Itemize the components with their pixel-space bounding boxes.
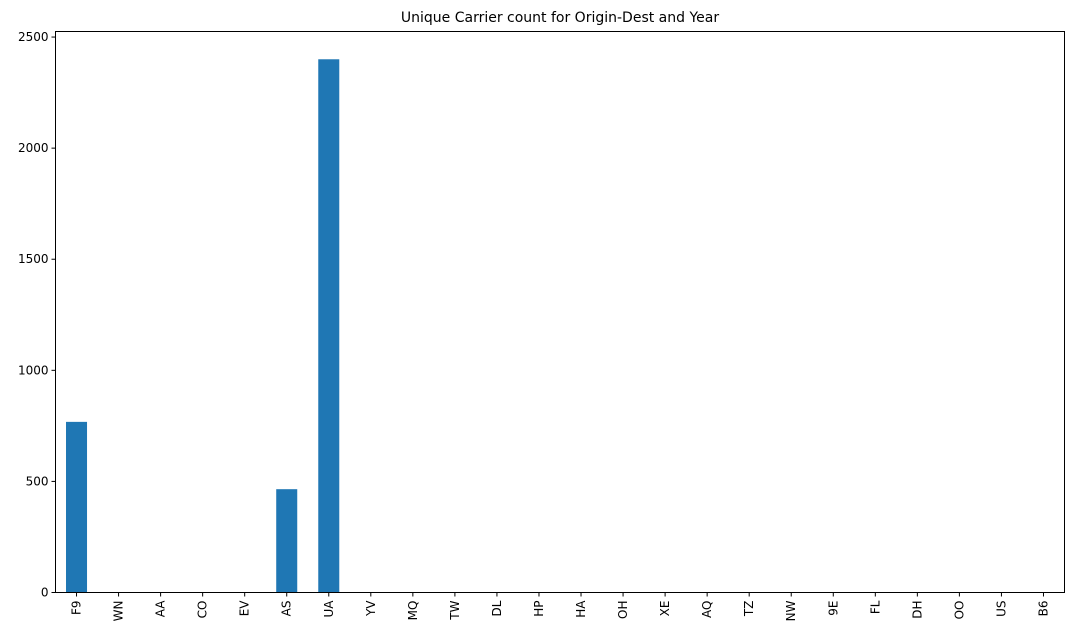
x-tick-label: OO: [952, 601, 966, 620]
y-tick-label: 1500: [18, 252, 49, 266]
x-tick-label: HA: [574, 600, 588, 618]
x-tick-label: AQ: [700, 601, 714, 618]
y-tick-label: 1000: [18, 363, 49, 377]
y-tick-label: 2500: [18, 30, 49, 44]
x-tick-label: 9E: [826, 601, 840, 616]
chart-title: Unique Carrier count for Origin-Dest and…: [401, 10, 719, 26]
bar-AS: [276, 489, 298, 593]
x-tick-label: NW: [784, 600, 798, 621]
x-tick-label: TZ: [742, 601, 756, 618]
bars-group: [66, 59, 340, 593]
x-tick-label: OH: [616, 601, 630, 619]
y-axis: 0 500 1000 1500 2000 2500: [18, 30, 56, 600]
x-tick-label: TW: [448, 600, 462, 620]
x-tick-label: YV: [364, 600, 378, 617]
x-tick-label: B6: [1036, 601, 1050, 617]
x-tick-label: MQ: [406, 601, 420, 621]
x-tick-label: AS: [280, 601, 294, 617]
x-tick-label: UA: [322, 600, 336, 618]
y-tick-label: 500: [26, 474, 49, 488]
x-tick-label: F9: [70, 601, 84, 616]
x-tick-label: HP: [532, 601, 546, 617]
x-tick-label: EV: [238, 600, 252, 617]
x-tick-label: CO: [196, 601, 210, 619]
x-axis: F9 WN AA CO EV AS UA YV MQ TW DL HP HA OH XE AQ TZ NW 9E FL…: [70, 592, 1050, 622]
x-tick-label: FL: [868, 600, 882, 614]
bar-UA: [318, 59, 340, 593]
x-tick-label: DL: [490, 600, 504, 616]
y-tick-label: 2000: [18, 141, 49, 155]
x-tick-label: US: [994, 601, 1008, 617]
x-tick-label: XE: [658, 601, 672, 617]
x-tick-label: DH: [910, 601, 924, 619]
plot-frame: [55, 31, 1065, 593]
x-tick-label: WN: [112, 601, 126, 622]
bar-F9: [66, 421, 88, 593]
y-tick-label: 0: [41, 586, 49, 600]
x-tick-label: AA: [154, 600, 168, 618]
